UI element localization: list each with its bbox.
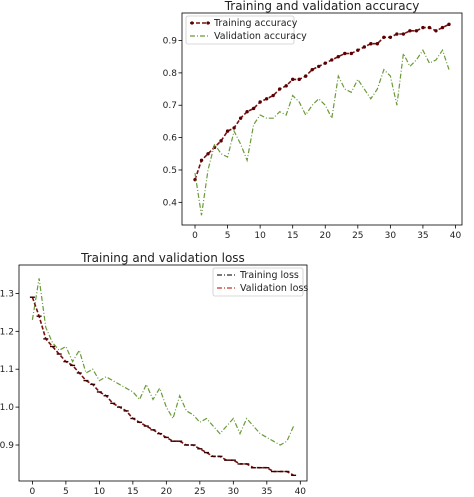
legend-validation-accuracy-label: Validation accuracy [214, 31, 307, 42]
accuracy-data-marker [219, 139, 223, 143]
legend-training-accuracy-marker-b [206, 21, 210, 25]
loss-x-tick-label: 20 [161, 487, 173, 497]
accuracy-x-ticks: 0 5 10 15 20 25 30 35 40 [192, 225, 461, 241]
accuracy-x-tick-label: 15 [287, 231, 298, 241]
loss-y-tick-label: 1.2 [0, 327, 14, 337]
accuracy-y-tick-label: 0.7 [163, 101, 177, 111]
accuracy-data-marker [290, 77, 295, 82]
accuracy-data-marker [264, 97, 269, 101]
accuracy-data-marker [297, 77, 301, 82]
accuracy-data-marker [199, 158, 204, 162]
accuracy-data-marker [245, 110, 249, 114]
accuracy-x-tick-label: 0 [192, 231, 198, 241]
accuracy-data-marker [317, 64, 321, 69]
accuracy-data-marker [225, 129, 230, 133]
loss-x-tick-label: 40 [295, 487, 307, 497]
loss-x-tick-label: 10 [94, 487, 106, 497]
accuracy-data-marker [304, 74, 308, 78]
accuracy-plot-frame [181, 12, 463, 226]
accuracy-data-marker [447, 22, 451, 27]
accuracy-x-tick-label: 10 [254, 231, 266, 241]
loss-y-ticks: 0.9 1.0 1.1 1.2 1.3 [0, 289, 19, 451]
accuracy-chart: Training and validation accuracy 0 5 10 15 2… [163, 0, 463, 241]
accuracy-data-marker [356, 48, 360, 52]
loss-legend-box [212, 267, 304, 297]
accuracy-data-marker [336, 54, 340, 59]
accuracy-series-line-1 [194, 48, 450, 216]
accuracy-data-marker [408, 29, 412, 33]
accuracy-x-tick-label: 25 [352, 231, 363, 241]
accuracy-data-marker [388, 35, 393, 39]
accuracy-y-tick-label: 0.8 [163, 69, 178, 79]
loss-y-tick-label: 0.9 [0, 441, 14, 451]
accuracy-data-marker [401, 32, 406, 36]
loss-x-tick-label: 25 [194, 487, 205, 497]
loss-x-tick-label: 35 [261, 487, 272, 497]
accuracy-x-tick-label: 30 [385, 231, 397, 241]
legend-validation-loss-label: Validation loss [240, 283, 308, 294]
accuracy-data-marker [232, 126, 236, 130]
loss-x-tick-label: 15 [127, 487, 138, 497]
accuracy-y-tick-label: 0.4 [163, 198, 178, 208]
accuracy-data-marker [323, 61, 327, 65]
accuracy-data-marker [206, 152, 210, 156]
accuracy-data-marker [414, 29, 419, 33]
accuracy-x-tick-label: 40 [450, 231, 462, 241]
loss-series-line-1 [31, 278, 295, 446]
accuracy-data-marker [369, 42, 373, 46]
accuracy-data-marker [277, 87, 282, 91]
accuracy-data-marker [251, 106, 256, 111]
accuracy-data-marker [258, 100, 262, 104]
accuracy-data-marker [395, 32, 399, 36]
accuracy-data-marker [238, 116, 243, 120]
loss-x-ticks: 0 5 10 15 20 25 30 35 40 [30, 481, 307, 497]
loss-x-tick-label: 30 [228, 487, 240, 497]
accuracy-x-tick-label: 20 [320, 231, 332, 241]
loss-chart: Training and validation loss 0 5 10 15 20 25 3… [0, 251, 308, 497]
accuracy-data-marker [434, 29, 438, 33]
legend-training-accuracy-marker-a [190, 21, 194, 25]
accuracy-data-marker [310, 67, 314, 72]
loss-plot-frame [18, 264, 308, 482]
accuracy-y-tick-label: 0.6 [163, 134, 178, 144]
accuracy-data-marker [349, 51, 354, 56]
loss-x-tick-label: 5 [63, 487, 69, 497]
accuracy-data-marker [382, 35, 386, 39]
loss-chart-title: Training and validation loss [80, 251, 245, 265]
accuracy-x-tick-label: 5 [225, 231, 231, 241]
loss-x-tick-label: 0 [30, 487, 36, 497]
accuracy-series-line-0 [194, 23, 450, 180]
loss-series-line-0 [31, 296, 294, 476]
accuracy-legend-box [185, 15, 295, 45]
accuracy-data-marker [284, 84, 288, 88]
accuracy-x-tick-label: 35 [417, 231, 428, 241]
accuracy-data-marker [440, 25, 445, 30]
accuracy-y-tick-label: 0.5 [163, 166, 177, 176]
accuracy-chart-title: Training and validation accuracy [224, 0, 420, 13]
accuracy-data-marker [330, 58, 334, 62]
accuracy-series [193, 22, 451, 216]
accuracy-y-tick-label: 0.9 [163, 37, 178, 47]
legend-training-accuracy-label: Training accuracy [213, 18, 298, 29]
loss-legend: Training loss Validation loss [212, 267, 308, 297]
loss-y-tick-label: 1.3 [0, 289, 14, 299]
loss-y-tick-label: 1.1 [0, 365, 14, 375]
accuracy-data-marker [421, 25, 425, 30]
legend-training-loss-label: Training loss [239, 270, 299, 281]
accuracy-data-marker [343, 51, 347, 56]
accuracy-y-ticks: 0.4 0.5 0.6 0.7 0.8 0.9 [163, 37, 182, 208]
loss-series [29, 278, 297, 477]
accuracy-data-marker [362, 45, 367, 49]
accuracy-data-marker [427, 25, 432, 30]
accuracy-legend: Training accuracy Validation accuracy [185, 15, 307, 45]
loss-y-tick-label: 1.0 [0, 403, 14, 413]
accuracy-data-marker [271, 93, 275, 98]
accuracy-data-marker [375, 42, 380, 46]
